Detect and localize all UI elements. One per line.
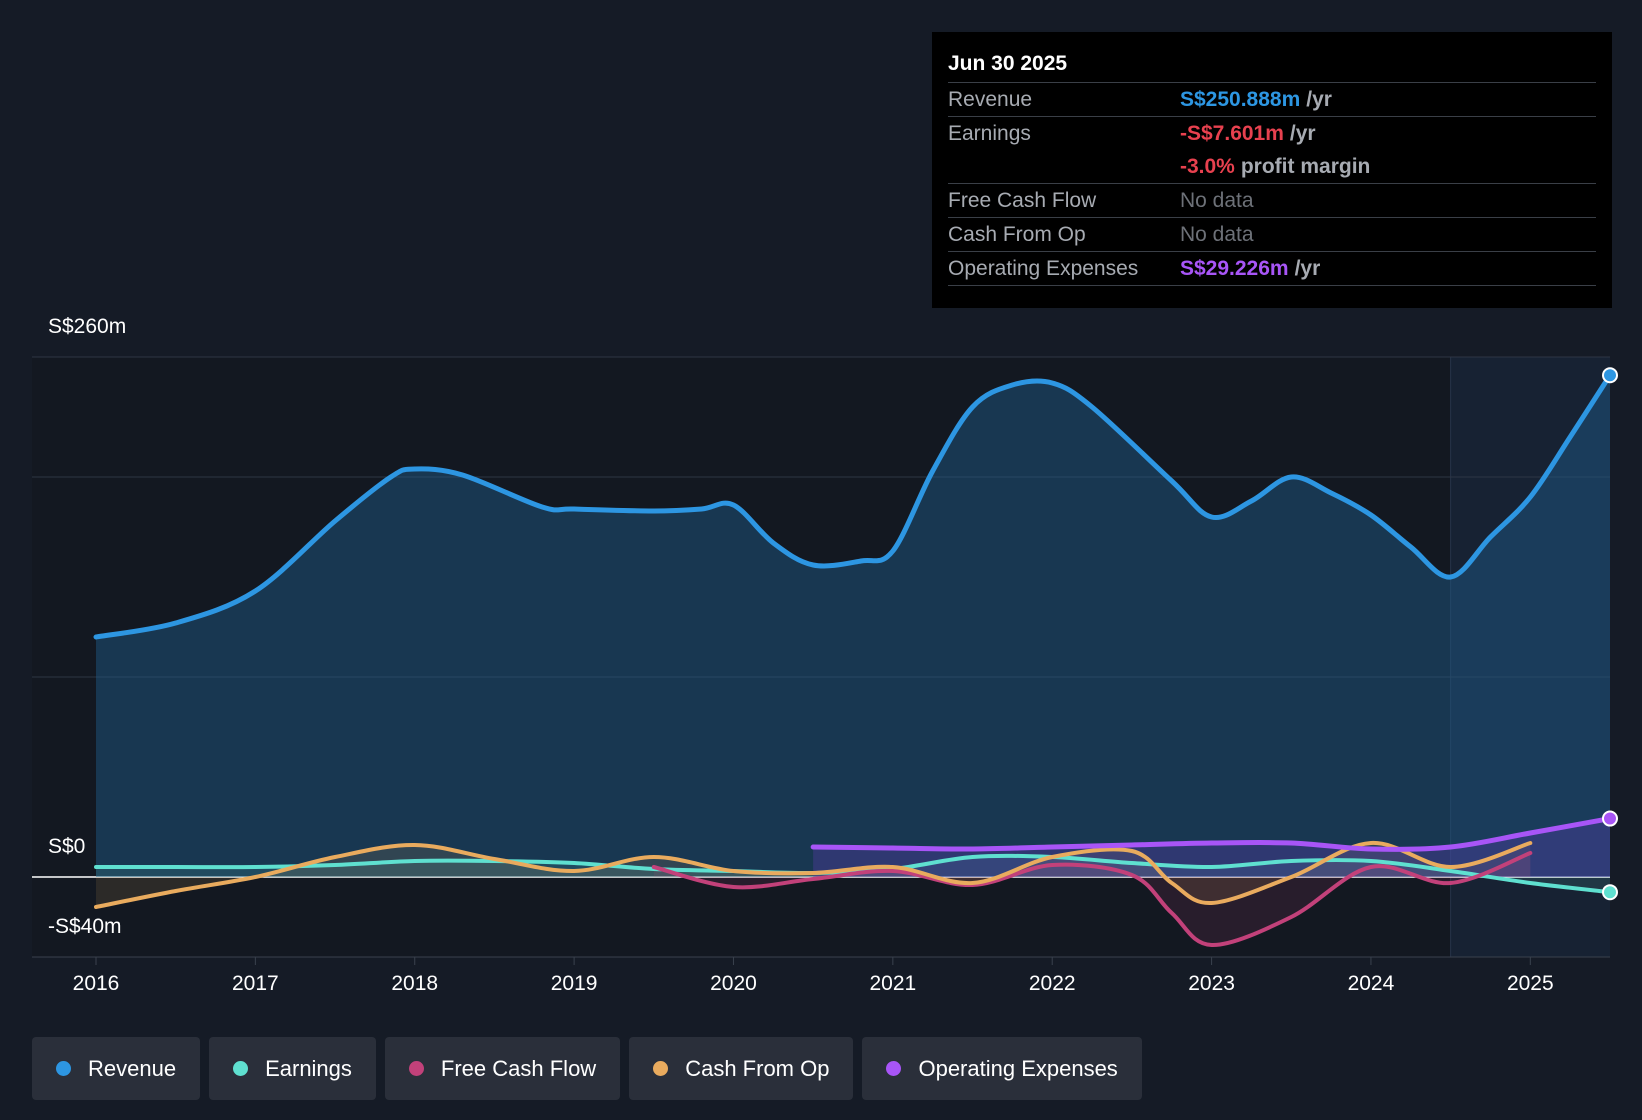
legend-label: Revenue [88, 1055, 177, 1081]
tooltip-row-cfo: Cash From Op No data [948, 217, 1596, 251]
tooltip-row-earnings: Earnings -S$7.601m /yr [948, 116, 1596, 150]
x-axis-labels: 2016 2017 2018 2019 2020 2021 2022 2023 2024 2025 [73, 957, 1554, 995]
tooltip-row-margin: -3.0% profit margin [948, 150, 1596, 183]
tooltip-label: Revenue [948, 88, 1033, 111]
tooltip-unit: profit margin [1240, 155, 1371, 178]
series-line-revenue [93, 372, 1613, 640]
x-tick-label: 2022 [1029, 972, 1076, 995]
y-axis-labels: S$260m S$0 -S$40m [48, 315, 126, 938]
legend-item-operating-expenses[interactable]: Operating Expenses [862, 1037, 1142, 1100]
tooltip-value: No data [1180, 223, 1254, 246]
x-tick-label: 2016 [73, 972, 120, 995]
legend-label: Free Cash Flow [440, 1055, 597, 1081]
end-marker-operating-expenses [1602, 810, 1618, 827]
legend: Revenue Earnings Free Cash Flow Cash Fro… [32, 1037, 1142, 1100]
tooltip-label: Earnings [948, 122, 1031, 145]
tooltip-row-revenue: Revenue S$250.888m /yr [948, 82, 1596, 116]
tooltip-label: Operating Expenses [948, 257, 1139, 280]
tooltip-value: S$29.226m [1180, 257, 1289, 280]
series-lines [93, 372, 1613, 948]
x-tick-label: 2024 [1348, 972, 1395, 995]
x-tick-label: 2020 [710, 972, 757, 995]
tooltip-label: Free Cash Flow [948, 189, 1097, 212]
legend-dot-icon [56, 1061, 71, 1076]
tooltip-unit: /yr [1289, 122, 1316, 145]
series-line-cash-from-op [94, 840, 1533, 909]
y-tick-label: S$0 [48, 835, 85, 858]
x-tick-label: 2023 [1188, 972, 1235, 995]
tooltip-value: -S$7.601m [1180, 122, 1284, 145]
x-tick-label: 2021 [869, 972, 916, 995]
forecast-region [1450, 357, 1610, 957]
tooltip-value: S$250.888m [1180, 88, 1301, 111]
legend-label: Earnings [265, 1055, 352, 1081]
gridlines [32, 356, 1610, 958]
tooltip-unit: /yr [1294, 257, 1321, 280]
series-area-operating-expenses [813, 818, 1610, 877]
x-tick-label: 2017 [232, 972, 279, 995]
tooltip-label [948, 150, 1180, 183]
legend-dot-icon [653, 1061, 669, 1076]
tooltip-row-fcf: Free Cash Flow No data [948, 183, 1596, 217]
tooltip-value: No data [1180, 189, 1254, 212]
legend-dot-icon [886, 1061, 902, 1076]
series-line-operating-expenses [810, 816, 1613, 852]
legend-item-free-cash-flow[interactable]: Free Cash Flow [384, 1037, 621, 1100]
legend-dot-icon [408, 1061, 424, 1076]
series-line-free-cash-flow [651, 851, 1533, 948]
end-markers [1602, 367, 1618, 901]
legend-label: Operating Expenses [918, 1055, 1118, 1081]
tooltip-date: Jun 30 2025 [948, 52, 1068, 75]
data-tooltip: Jun 30 2025 Revenue S$250.888m /yr Earni… [932, 32, 1612, 308]
tooltip-row-opex: Operating Expenses S$29.226m /yr [948, 251, 1596, 286]
tooltip-value: -3.0% [1180, 155, 1235, 178]
legend-label: Cash From Op [685, 1055, 830, 1081]
end-marker-earnings [1602, 884, 1618, 901]
legend-item-cash-from-op[interactable]: Cash From Op [629, 1037, 854, 1100]
series-area-free-cash-flow [653, 853, 1531, 946]
legend-item-earnings[interactable]: Earnings [209, 1037, 376, 1100]
y-tick-label: -S$40m [48, 915, 122, 938]
legend-item-revenue[interactable]: Revenue [32, 1037, 201, 1100]
tooltip-label: Cash From Op [948, 223, 1086, 246]
end-marker-revenue [1602, 367, 1618, 384]
legend-dot-icon [233, 1061, 249, 1076]
x-tick-label: 2018 [391, 972, 438, 995]
x-tick-label: 2019 [551, 972, 598, 995]
x-tick-label: 2025 [1507, 972, 1554, 995]
y-tick-label: S$260m [48, 315, 126, 338]
plot-background [32, 357, 1451, 957]
tooltip-unit: /yr [1306, 88, 1332, 111]
series-area-revenue [96, 375, 1610, 877]
